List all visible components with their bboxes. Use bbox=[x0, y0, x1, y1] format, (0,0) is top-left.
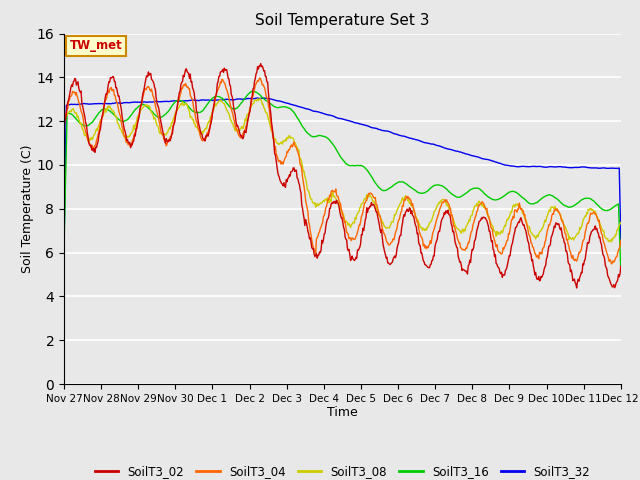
SoilT3_02 bbox=[60, 125, 68, 131]
SoilT3_32 bbox=[253, 95, 260, 101]
SoilT3_16 bbox=[411, 187, 419, 193]
SoilT3_02 bbox=[214, 81, 221, 86]
SoilT3_32 bbox=[184, 98, 192, 104]
SoilT3_08 bbox=[60, 118, 68, 124]
SoilT3_02 bbox=[257, 61, 264, 67]
SoilT3_02 bbox=[617, 263, 625, 269]
SoilT3_16 bbox=[127, 112, 135, 118]
SoilT3_32 bbox=[127, 99, 135, 105]
SoilT3_02 bbox=[127, 141, 135, 147]
SoilT3_16 bbox=[617, 268, 625, 274]
SoilT3_02 bbox=[428, 262, 435, 267]
SoilT3_08 bbox=[411, 210, 419, 216]
SoilT3_04 bbox=[70, 90, 78, 96]
SoilT3_02 bbox=[184, 70, 192, 75]
SoilT3_04 bbox=[214, 88, 221, 94]
SoilT3_08 bbox=[127, 131, 135, 136]
SoilT3_32 bbox=[411, 136, 419, 142]
SoilT3_02 bbox=[573, 285, 580, 291]
SoilT3_04 bbox=[256, 75, 264, 81]
Line: SoilT3_02: SoilT3_02 bbox=[64, 64, 621, 288]
SoilT3_08 bbox=[184, 105, 192, 111]
SoilT3_32 bbox=[70, 102, 78, 108]
SoilT3_16 bbox=[60, 246, 68, 252]
SoilT3_08 bbox=[214, 100, 221, 106]
SoilT3_04 bbox=[428, 240, 435, 246]
SoilT3_32 bbox=[60, 242, 68, 248]
SoilT3_04 bbox=[617, 237, 625, 243]
SoilT3_08 bbox=[607, 239, 614, 245]
Title: Soil Temperature Set 3: Soil Temperature Set 3 bbox=[255, 13, 429, 28]
X-axis label: Time: Time bbox=[327, 407, 358, 420]
Legend: SoilT3_02, SoilT3_04, SoilT3_08, SoilT3_16, SoilT3_32: SoilT3_02, SoilT3_04, SoilT3_08, SoilT3_… bbox=[90, 461, 595, 480]
SoilT3_16 bbox=[249, 88, 257, 94]
SoilT3_08 bbox=[617, 219, 625, 225]
SoilT3_04 bbox=[411, 210, 419, 216]
Line: SoilT3_16: SoilT3_16 bbox=[64, 91, 621, 271]
SoilT3_04 bbox=[127, 142, 135, 148]
SoilT3_32 bbox=[428, 141, 435, 147]
SoilT3_08 bbox=[70, 108, 78, 114]
SoilT3_16 bbox=[70, 114, 78, 120]
Line: SoilT3_04: SoilT3_04 bbox=[64, 78, 621, 264]
Text: TW_met: TW_met bbox=[70, 39, 122, 52]
SoilT3_04 bbox=[60, 122, 68, 128]
SoilT3_08 bbox=[256, 96, 264, 102]
SoilT3_16 bbox=[428, 185, 435, 191]
SoilT3_02 bbox=[411, 219, 419, 225]
SoilT3_32 bbox=[617, 237, 625, 243]
SoilT3_16 bbox=[184, 103, 192, 109]
Line: SoilT3_32: SoilT3_32 bbox=[64, 98, 621, 245]
Line: SoilT3_08: SoilT3_08 bbox=[64, 99, 621, 242]
SoilT3_08 bbox=[428, 219, 435, 225]
SoilT3_02 bbox=[70, 78, 78, 84]
SoilT3_04 bbox=[607, 261, 615, 267]
SoilT3_04 bbox=[184, 84, 192, 90]
SoilT3_32 bbox=[214, 97, 221, 103]
Y-axis label: Soil Temperature (C): Soil Temperature (C) bbox=[20, 144, 34, 273]
SoilT3_16 bbox=[214, 94, 221, 99]
